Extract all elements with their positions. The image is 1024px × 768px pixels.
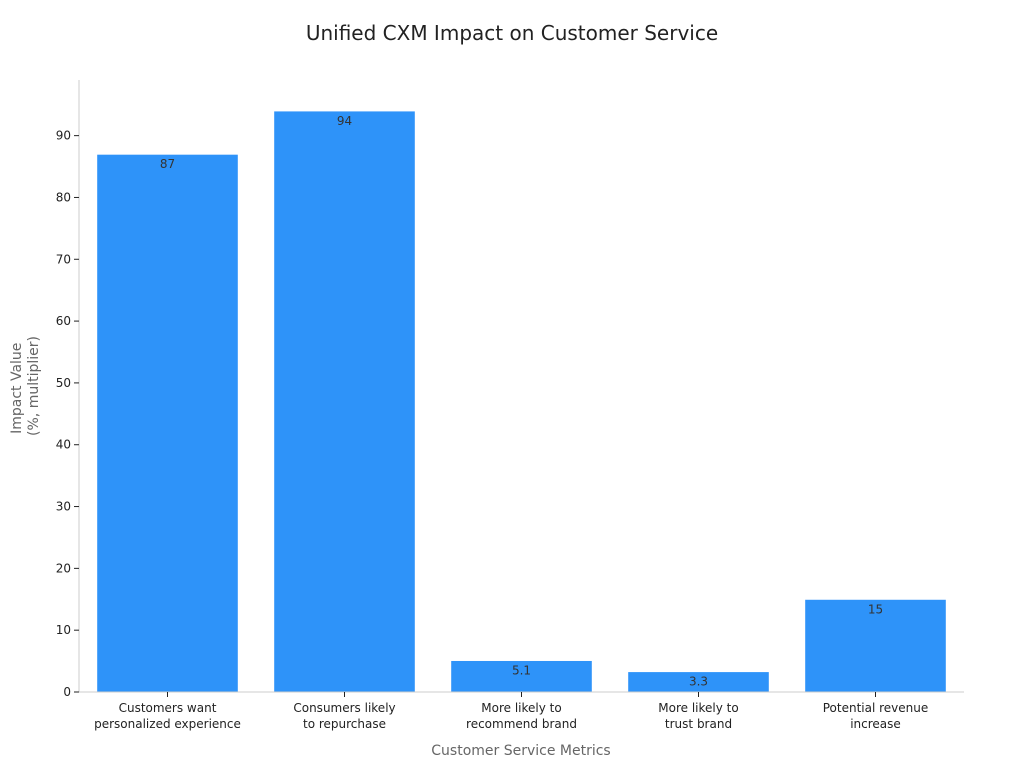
y-tick-label: 10 [56,623,71,637]
x-tick-label-line: increase [850,717,901,731]
y-tick-label: 60 [56,314,71,328]
bar-value-label: 15 [868,602,883,616]
x-tick-label-line: Customers want [119,701,217,715]
x-tick-label-line: Consumers likely [293,701,395,715]
y-tick-label: 20 [56,561,71,575]
x-tick-label: More likely to recommend brand [466,701,577,731]
bar-value-label: 3.3 [689,675,708,689]
x-tick-label-line: Potential revenue [823,701,929,715]
y-tick-label: 70 [56,252,71,266]
y-tick-label: 80 [56,190,71,204]
y-axis-title: Impact Value (%, multiplier) [9,336,42,436]
x-axis: Customers want personalized experience Con… [79,691,964,731]
bar-value-label: 94 [337,114,352,128]
x-tick-label-line: to repurchase [303,717,386,731]
chart-title: Unified CXM Impact on Customer Service [306,21,718,45]
x-tick-label-line: More likely to [481,701,561,715]
x-axis-title: Customer Service Metrics [431,743,610,759]
bar [804,598,947,693]
bar [450,659,593,693]
bar-value-label: 87 [160,157,175,171]
y-tick-label: 50 [56,376,71,390]
x-tick-label: Customers want personalized experience [94,701,241,731]
x-tick-label: Consumers likely to repurchase [293,701,395,731]
bar [273,110,416,693]
y-tick-label: 40 [56,438,71,452]
x-tick-label: More likely to trust brand [658,701,738,731]
y-tick-label: 30 [56,500,71,514]
y-axis-title-line-2: (%, multiplier) [26,336,42,436]
x-tick-label-line: personalized experience [94,717,241,731]
x-tick-label-line: trust brand [665,717,732,731]
y-axis-title-line-1: Impact Value [9,343,25,434]
y-tick-label: 0 [63,685,71,699]
y-tick-label: 90 [56,129,71,143]
x-tick-label: Potential revenue increase [823,701,929,731]
bar-value-label: 5.1 [512,663,531,677]
bars: 87 94 5.1 3.3 15 [96,110,947,693]
y-axis: 0 10 20 30 40 50 60 70 80 90 [56,80,80,699]
bar [96,153,239,693]
x-tick-label-line: More likely to [658,701,738,715]
x-tick-label-line: recommend brand [466,717,577,731]
